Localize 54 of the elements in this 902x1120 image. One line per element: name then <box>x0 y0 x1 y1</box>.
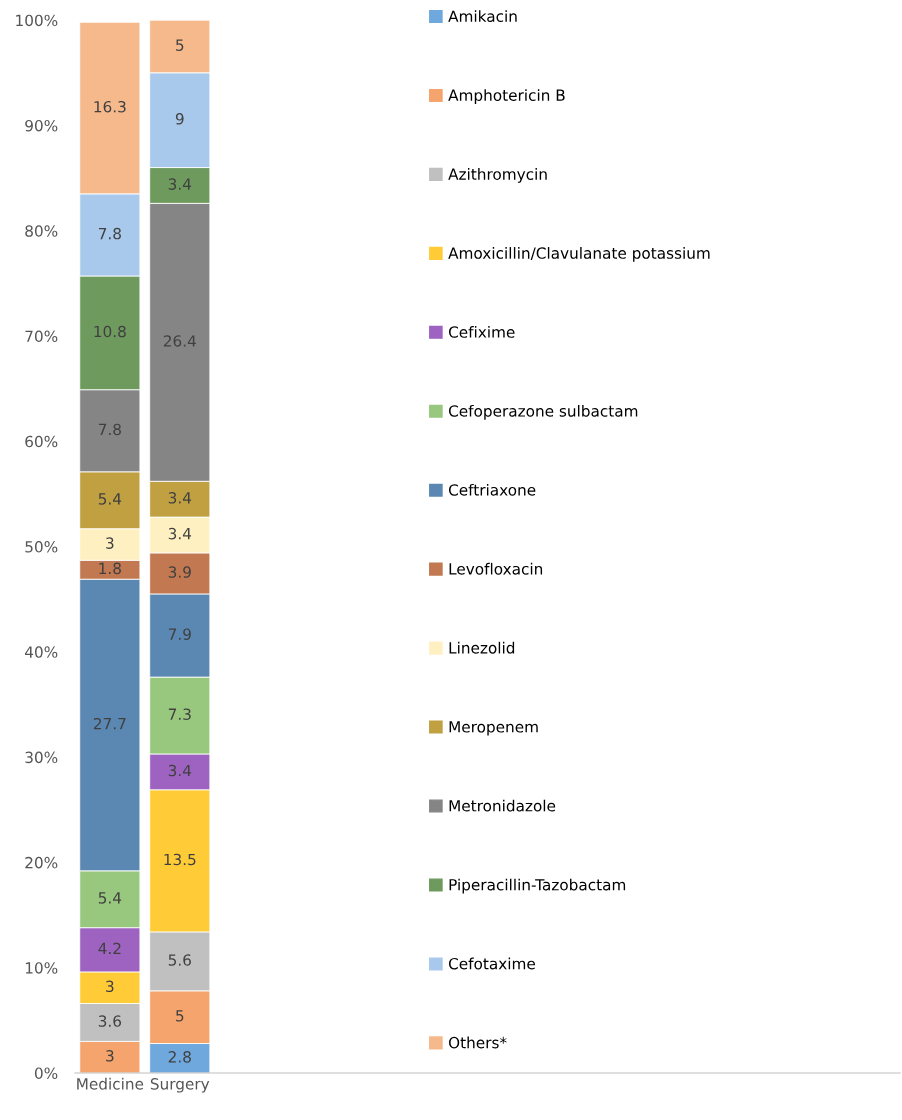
legend-label: Amoxicillin/Clavulanate potassium <box>448 247 710 262</box>
data-label: 7.3 <box>168 708 191 720</box>
data-label: 3.9 <box>168 566 191 578</box>
y-tick-label: 40% <box>24 646 58 658</box>
data-label: 3.4 <box>168 764 192 777</box>
data-label: 10.8 <box>94 325 126 338</box>
legend-label: Linezolid <box>449 641 515 654</box>
y-tick-label: 100% <box>16 14 58 27</box>
legend-label: Amphotericin B <box>448 89 565 104</box>
data-label: 4.2 <box>98 942 121 954</box>
data-label: 26.4 <box>163 335 196 347</box>
legend-label: Others* <box>448 1036 507 1049</box>
legend-label: Cefixime <box>448 325 515 338</box>
y-tick-label: 70% <box>25 330 58 343</box>
y-tick-label: 80% <box>25 225 58 237</box>
y-tick-label: 20% <box>25 856 58 869</box>
legend-label: Metronidazole <box>449 799 556 812</box>
data-label: 3 <box>106 1050 114 1062</box>
data-label: 5.4 <box>98 493 122 505</box>
data-label: 3 <box>106 537 114 549</box>
data-label: 3 <box>106 980 114 993</box>
legend-label: Azithromycin <box>448 168 547 183</box>
data-label: 16.3 <box>94 100 126 113</box>
y-tick-label: 10% <box>25 962 58 974</box>
data-label: 5.6 <box>168 954 191 966</box>
legend-label: Cefoperazone sulbactam <box>448 404 638 420</box>
data-label: 3.4 <box>168 492 192 504</box>
data-label: 3.6 <box>98 1015 122 1027</box>
legend-label: Levofloxacin <box>449 562 543 575</box>
y-tick-label: 0% <box>34 1067 58 1079</box>
legend-label: Cefotaxime <box>448 957 535 970</box>
x-tick-label: Surgery <box>150 1078 210 1093</box>
data-label: 13.5 <box>164 853 196 866</box>
data-label: 27.7 <box>93 717 126 730</box>
data-label: 5 <box>176 39 184 51</box>
data-label: 7.8 <box>98 227 121 240</box>
y-tick-label: 30% <box>25 751 58 764</box>
data-label: 3.4 <box>168 178 192 190</box>
data-label: 5 <box>176 1010 184 1022</box>
data-label: 3.4 <box>168 527 192 540</box>
y-tick-label: 60% <box>25 435 58 448</box>
legend-label: Piperacillin-Tazobactam <box>449 878 626 894</box>
data-label: 9 <box>175 113 184 125</box>
y-tick-label: 90% <box>25 119 58 132</box>
legend-label: Ceftriaxone <box>448 483 536 496</box>
y-tick-label: 50% <box>25 541 58 553</box>
legend-label: Amikacin <box>448 10 517 23</box>
x-tick-label: Medicine <box>77 1077 144 1090</box>
data-label: 2.8 <box>168 1051 191 1063</box>
data-label: 5.4 <box>98 892 122 904</box>
data-label: 7.9 <box>168 628 191 640</box>
data-label: 1.8 <box>99 562 121 575</box>
legend-label: Meropenem <box>449 721 538 736</box>
data-label: 7.8 <box>98 423 121 436</box>
